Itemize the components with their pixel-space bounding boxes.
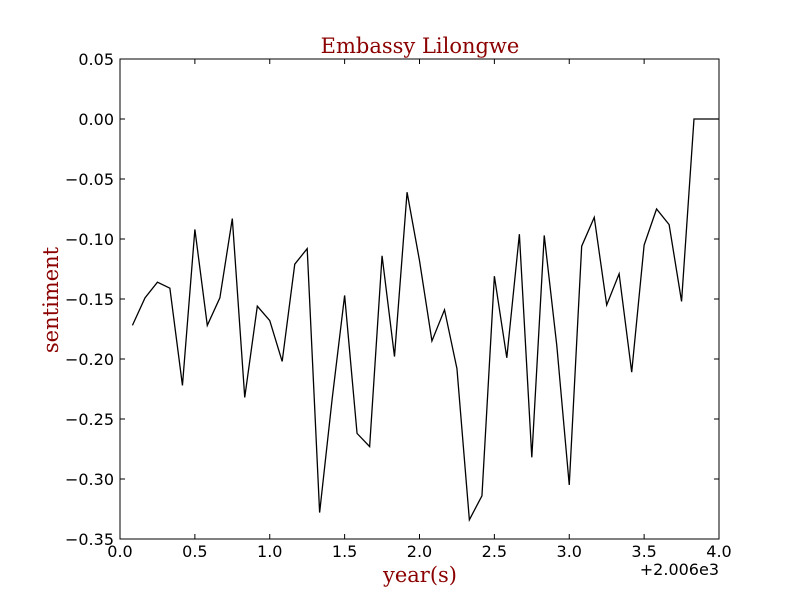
y-tick-label: −0.10 [65,230,114,249]
series-line-0 [131,118,719,523]
x-tick-label: 3.5 [631,542,656,561]
y-tick-label: 0.05 [78,50,114,69]
y-axis-label: sentiment [39,246,63,353]
y-tick-label: −0.30 [65,470,114,489]
plot-area: 0.0 0.5 1.0 1.5 2.0 2.5 3.0 3.5 4.0 0.05 0.00 −0.05… [65,50,732,561]
y-tick-label: −0.25 [65,410,114,429]
y-tick-label: 0.00 [78,110,114,129]
x-offset-label: +2.006e3 [640,560,719,579]
x-tick-label: 1.5 [332,542,357,561]
x-tick-label: 2.0 [407,542,432,561]
x-tick-label: 4.0 [706,542,731,561]
y-tick-label: −0.35 [65,530,114,549]
x-tick-label: 0.0 [107,542,132,561]
x-tick-label: 0.5 [182,542,207,561]
chart-title: Embassy Lilongwe [321,34,520,58]
x-tick-label: 1.0 [257,542,282,561]
y-tick-label: −0.15 [65,290,114,309]
y-tick-label: −0.05 [65,170,114,189]
x-tick-label: 3.0 [557,542,582,561]
x-axis-label: year(s) [382,563,457,587]
x-tick-label: 2.5 [482,542,507,561]
y-tick-label: −0.20 [65,350,114,369]
